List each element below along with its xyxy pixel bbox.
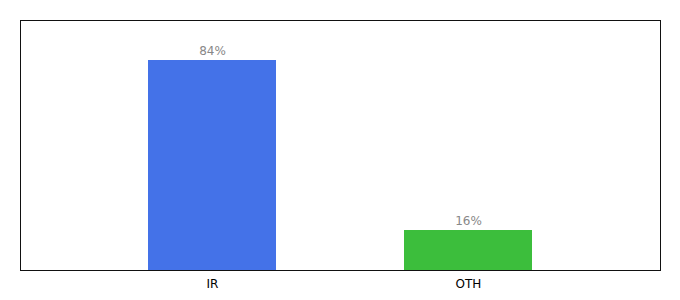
svg-text:84%: 84% bbox=[199, 44, 226, 58]
svg-text:IR: IR bbox=[207, 277, 219, 291]
svg-text:OTH: OTH bbox=[456, 277, 482, 291]
svg-text:16%: 16% bbox=[455, 214, 482, 228]
